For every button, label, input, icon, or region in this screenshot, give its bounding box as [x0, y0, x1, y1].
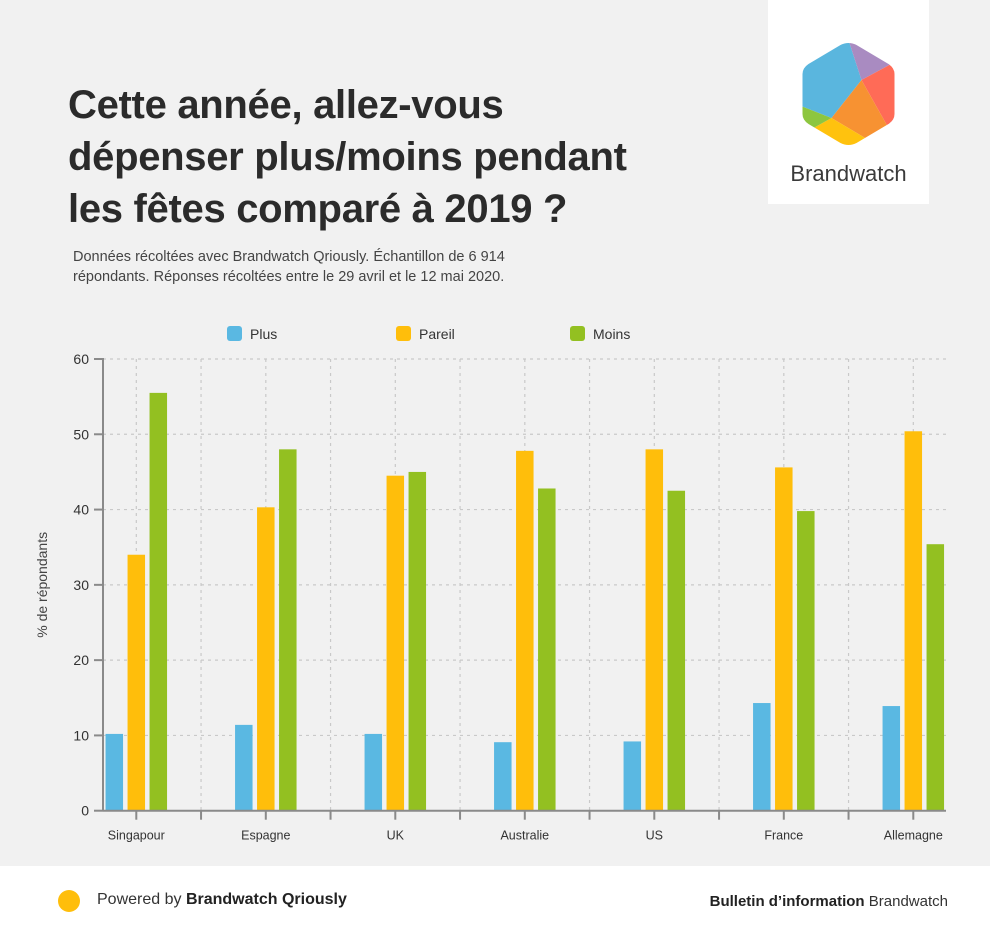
bar-pareil-uk — [386, 475, 405, 811]
bar-pareil-espagne — [257, 507, 275, 811]
bar-moins-us — [667, 490, 686, 811]
bar-plus-us — [623, 741, 642, 811]
bar-plus-france — [753, 703, 771, 811]
bar-moins-australie — [538, 488, 556, 811]
yellow-dot-icon — [58, 890, 80, 912]
brandwatch-hexagon-icon — [802, 43, 895, 145]
x-tick-label: US — [646, 829, 663, 843]
x-tick-label: France — [764, 829, 803, 843]
x-tick-label: UK — [387, 829, 405, 843]
legend-swatch-pareil — [396, 326, 411, 341]
title-line-1: Cette année, allez-vous — [68, 83, 504, 127]
brandwatch-logo: Brandwatch — [768, 0, 929, 204]
bar-moins-allemagne — [926, 544, 945, 811]
legend-swatch-plus — [227, 326, 242, 341]
bar-pareil-france — [775, 467, 793, 811]
powered-prefix: Powered by — [97, 891, 186, 908]
bar-pareil-us — [645, 449, 664, 811]
y-tick-label: 30 — [73, 577, 89, 593]
newsletter-bold: Bulletin d’information — [709, 893, 865, 910]
bar-plus-singapour — [105, 733, 124, 811]
y-tick-label: 10 — [73, 727, 89, 743]
newsletter-credit: Bulletin d’information Brandwatch — [710, 893, 948, 910]
y-tick-label: 20 — [73, 652, 89, 668]
bar-moins-france — [797, 511, 815, 811]
subtitle-line-2: répondants. Réponses récoltées entre le … — [73, 269, 505, 285]
chart-subtitle: Données récoltées avec Brandwatch Qrious… — [73, 247, 633, 287]
chart-title: Cette année, allez-vous dépenser plus/mo… — [68, 79, 688, 235]
y-tick-label: 0 — [81, 803, 89, 819]
bar-plus-espagne — [235, 724, 253, 811]
footer: Powered by Brandwatch Qriously Bulletin … — [0, 866, 990, 938]
legend-label-plus: Plus — [250, 326, 277, 342]
legend-label-pareil: Pareil — [419, 326, 455, 342]
powered-by: Powered by Brandwatch Qriously — [97, 891, 347, 909]
y-tick-label: 60 — [73, 351, 89, 367]
logo-orange-segment — [831, 80, 889, 140]
newsletter-brand: Brandwatch — [864, 893, 948, 910]
bar-moins-espagne — [279, 449, 297, 811]
bar-plus-uk — [364, 733, 383, 811]
x-tick-label: Australie — [500, 829, 549, 843]
bar-pareil-singapour — [127, 554, 146, 811]
bar-pareil-australie — [516, 450, 534, 811]
y-tick-label: 50 — [73, 426, 89, 442]
legend-label-moins: Moins — [593, 326, 630, 342]
x-tick-label: Espagne — [241, 829, 290, 843]
bar-plus-australie — [494, 742, 512, 811]
bar-moins-singapour — [149, 392, 168, 811]
bar-moins-uk — [408, 471, 427, 811]
title-line-3: les fêtes comparé à 2019 ? — [68, 187, 568, 231]
subtitle-line-1: Données récoltées avec Brandwatch Qrious… — [73, 249, 505, 265]
x-tick-label: Allemagne — [884, 829, 943, 843]
x-tick-label: Singapour — [108, 829, 165, 843]
bar-chart: 0 10 20 30 40 50 60 Singapour Espagne UK Australie… — [34, 326, 946, 843]
bar-plus-allemagne — [882, 706, 901, 811]
logo-text: Brandwatch — [790, 161, 907, 186]
y-axis-label: % de répondants — [34, 532, 50, 638]
powered-brand: Brandwatch Qriously — [185, 891, 347, 908]
bar-pareil-allemagne — [904, 431, 923, 811]
legend-swatch-moins — [570, 326, 585, 341]
title-line-2: dépenser plus/moins pendant — [68, 135, 627, 179]
y-tick-label: 40 — [73, 502, 89, 518]
